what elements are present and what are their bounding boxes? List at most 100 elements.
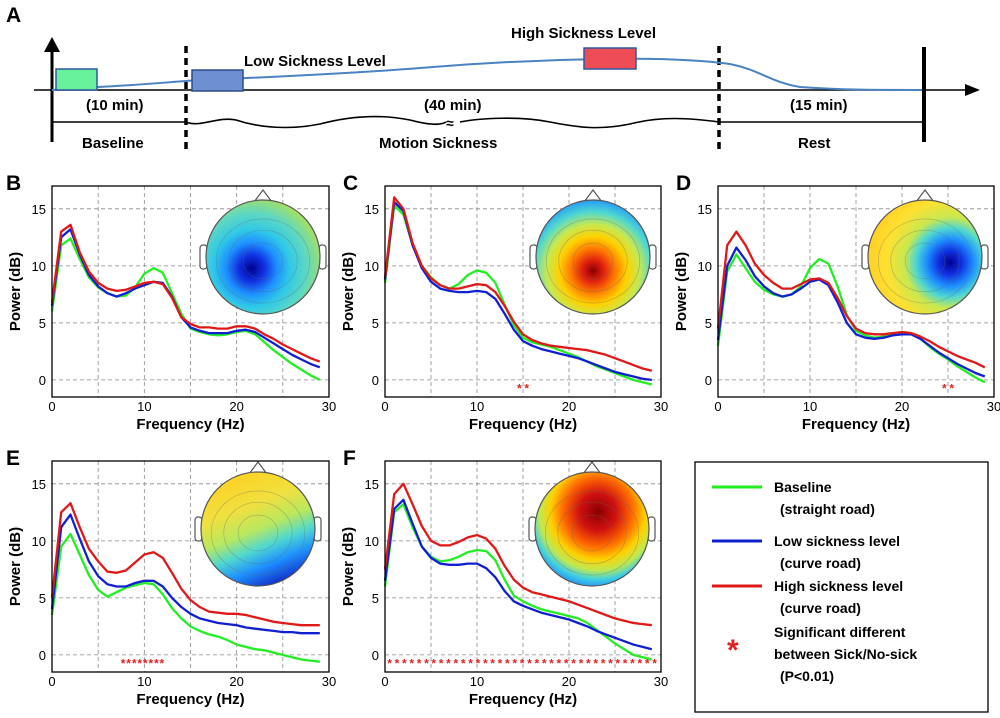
significance-marker: * (623, 656, 628, 670)
x-tick-label: 20 (229, 674, 243, 689)
x-tick-label: 20 (562, 674, 576, 689)
nose-icon (582, 461, 602, 475)
series-line-low-sickness-level (383, 498, 653, 651)
significance-marker: * (446, 656, 451, 670)
plot-frame (384, 185, 662, 398)
y-tick-label: 0 (372, 373, 379, 388)
x-tick-label: 0 (381, 399, 388, 414)
legend-significance-symbol: * (727, 634, 739, 667)
scalp-map (535, 199, 651, 315)
significance-marker: * (601, 656, 606, 670)
significance-marker: * (476, 656, 481, 670)
panel-label-f: F (343, 447, 356, 470)
y-tick-label: 15 (365, 202, 379, 217)
significance-marker: * (942, 381, 947, 395)
significance-marker: * (439, 656, 444, 670)
significance-marker: * (126, 656, 131, 670)
y-tick-label: 5 (39, 591, 46, 606)
sickness-stage-wave-right (459, 117, 720, 129)
x-axis-label: Frequency (Hz) (136, 691, 244, 708)
plot-frame (384, 460, 662, 673)
series-line-high-sickness-level (716, 230, 986, 369)
x-tick-label: 10 (470, 674, 484, 689)
legend-sublabel-baseline: (straight road) (780, 501, 875, 517)
x-tick-label: 20 (562, 399, 576, 414)
x-tick-label: 10 (137, 399, 151, 414)
x-tick-label: 30 (654, 674, 668, 689)
panel-label-d: D (676, 172, 691, 195)
contour-line (237, 514, 279, 552)
sickness-axis-arrowhead (44, 37, 60, 52)
contour-line (558, 229, 628, 293)
significance-marker: * (121, 656, 126, 670)
contour-line (544, 490, 640, 576)
sickness-duration: (40 min) (424, 97, 482, 114)
x-axis-label: Frequency (Hz) (136, 416, 244, 433)
significance-marker: * (461, 656, 466, 670)
significance-marker: * (512, 656, 517, 670)
legend-label-high: High sickness level (774, 578, 903, 594)
x-axis-label: Frequency (Hz) (469, 691, 577, 708)
series-line-high-sickness-level (383, 482, 652, 627)
significance-marker: * (534, 656, 539, 670)
x-tick-label: 10 (470, 399, 484, 414)
chart-panel-f: F* * * * * * * * * * * * * * * * * * * * * * * * * * * * * * * * * * * * *0 1… (340, 447, 668, 708)
low-sickness-label: Low Sickness Level (244, 53, 386, 70)
y-tick-label: 0 (39, 648, 46, 663)
panel-label-c: C (343, 172, 358, 195)
x-tick-label: 10 (137, 674, 151, 689)
contour-line (545, 218, 641, 304)
significance-marker: * (593, 656, 598, 670)
contour-line (215, 218, 311, 304)
y-tick-label: 15 (698, 202, 712, 217)
time-axis-arrowhead (965, 84, 980, 96)
significance-marker: * (524, 381, 529, 395)
y-tick-label: 15 (32, 477, 46, 492)
x-tick-label: 0 (48, 674, 55, 689)
nose-icon (248, 461, 268, 475)
significance-marker: * (387, 656, 392, 670)
significance-marker: * (615, 656, 620, 670)
y-axis-label: Power (dB) (7, 252, 24, 331)
legend-sublabel-low: (curve road) (780, 555, 861, 571)
legend-significance-line1: Significant different (774, 624, 906, 640)
plot-frame (717, 185, 995, 398)
scalp-map (200, 471, 316, 587)
significance-marker: * (143, 656, 148, 670)
significance-marker: * (154, 656, 159, 670)
legend-label-baseline: Baseline (774, 479, 832, 495)
contour-line (877, 218, 973, 304)
significance-marker: * (424, 656, 429, 670)
series-line-high-sickness-level (383, 196, 653, 372)
y-tick-label: 5 (705, 316, 712, 331)
series-line-low-sickness-level (50, 228, 321, 369)
x-tick-label: 0 (48, 399, 55, 414)
topo-map (529, 189, 657, 315)
y-tick-label: 5 (39, 316, 46, 331)
contour-line (904, 242, 946, 280)
nose-icon (915, 189, 935, 203)
plot-frame (51, 185, 330, 398)
x-axis-label: Frequency (Hz) (802, 416, 910, 433)
significance-marker: * (402, 656, 407, 670)
x-tick-label: 20 (895, 399, 909, 414)
panel-label-e: E (6, 447, 20, 470)
legend-sublabel-high: (curve road) (780, 600, 861, 616)
series-line-baseline (50, 532, 320, 663)
legend: Baseline (straight road) Low sickness le… (694, 461, 989, 713)
significance-marker: * (505, 656, 510, 670)
x-tick-label: 30 (322, 674, 336, 689)
legend-significance-line3: (P<0.01) (780, 668, 834, 684)
y-tick-label: 10 (32, 259, 46, 274)
x-tick-label: 0 (714, 399, 721, 414)
significance-marker: * (542, 656, 547, 670)
chart-panel-d: D * * 0 10 20 30 0 5 10 15 Frequency (Hz) Power (dB) (673, 172, 1000, 433)
significance-marker: * (409, 656, 414, 670)
baseline-duration: (10 min) (86, 97, 144, 114)
series-line-low-sickness-level (50, 513, 320, 635)
plot-frame (51, 460, 330, 673)
nose-icon (583, 189, 603, 203)
significance-marker: * (395, 656, 400, 670)
